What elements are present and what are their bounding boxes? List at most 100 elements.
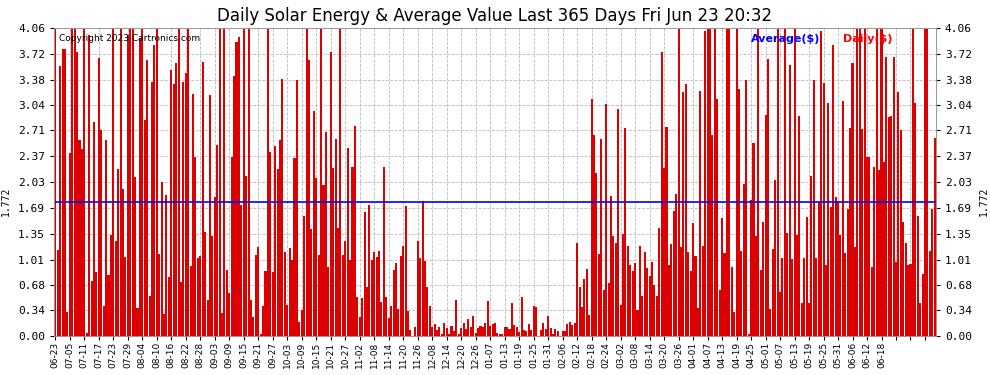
Bar [470,327,472,336]
Bar [353,126,356,336]
Bar [231,158,233,336]
Bar [395,263,397,336]
Bar [427,286,429,336]
Bar [216,145,218,336]
Bar [59,66,61,336]
Bar [789,65,791,336]
Bar [110,235,112,336]
Bar [64,49,66,336]
Bar [375,257,377,336]
Bar [366,287,368,336]
Bar [330,52,332,336]
Bar [801,303,803,336]
Bar [444,323,446,336]
Bar [457,334,459,336]
Bar [147,60,148,336]
Bar [620,305,622,336]
Bar [673,211,675,336]
Bar [556,331,558,336]
Bar [335,139,337,336]
Bar [410,330,412,336]
Bar [346,148,348,336]
Bar [417,241,419,336]
Bar [521,297,523,336]
Bar [269,152,271,336]
Bar [910,264,912,336]
Bar [76,52,78,336]
Bar [392,270,395,336]
Bar [271,273,274,336]
Bar [716,99,719,336]
Bar [98,58,100,336]
Bar [446,328,447,336]
Bar [252,317,254,336]
Bar [153,45,155,336]
Bar [484,323,486,336]
Bar [849,128,851,336]
Bar [905,243,907,336]
Bar [358,317,360,336]
Bar [103,306,105,336]
Bar [900,130,902,336]
Bar [893,57,895,336]
Bar [677,28,679,336]
Bar [603,290,605,336]
Bar [90,280,93,336]
Bar [815,258,818,336]
Bar [729,28,731,336]
Bar [276,169,278,336]
Bar [707,28,709,336]
Bar [175,63,177,336]
Bar [163,314,165,336]
Bar [791,259,793,336]
Bar [340,28,342,336]
Text: Copyright 2023 Cartronics.com: Copyright 2023 Cartronics.com [58,34,200,43]
Bar [301,310,303,336]
Bar [516,327,518,336]
Bar [144,120,146,336]
Bar [752,142,754,336]
Bar [462,323,464,336]
Bar [665,127,667,336]
Bar [224,28,226,336]
Bar [289,248,291,336]
Bar [552,334,554,336]
Bar [731,267,733,336]
Bar [328,267,330,336]
Bar [714,28,716,336]
Bar [919,303,921,336]
Bar [436,330,438,336]
Bar [742,183,744,336]
Bar [259,333,261,336]
Bar [494,323,496,336]
Bar [646,267,648,336]
Bar [837,201,840,336]
Bar [81,149,83,336]
Bar [917,216,919,336]
Bar [830,207,832,336]
Bar [803,258,805,336]
Bar [660,51,662,336]
Bar [772,249,774,336]
Bar [866,157,868,336]
Bar [246,176,248,336]
Bar [66,312,68,336]
Bar [825,265,827,336]
Bar [690,271,692,336]
Bar [663,168,665,336]
Bar [236,42,238,336]
Bar [868,157,870,336]
Bar [912,28,914,336]
Bar [544,329,546,336]
Bar [811,176,813,336]
Bar [209,95,211,336]
Bar [115,241,117,336]
Bar [885,57,887,336]
Bar [150,82,153,336]
Bar [726,28,728,336]
Bar [78,140,80,336]
Bar [561,331,563,336]
Bar [595,173,598,336]
Bar [88,35,90,336]
Bar [402,246,404,336]
